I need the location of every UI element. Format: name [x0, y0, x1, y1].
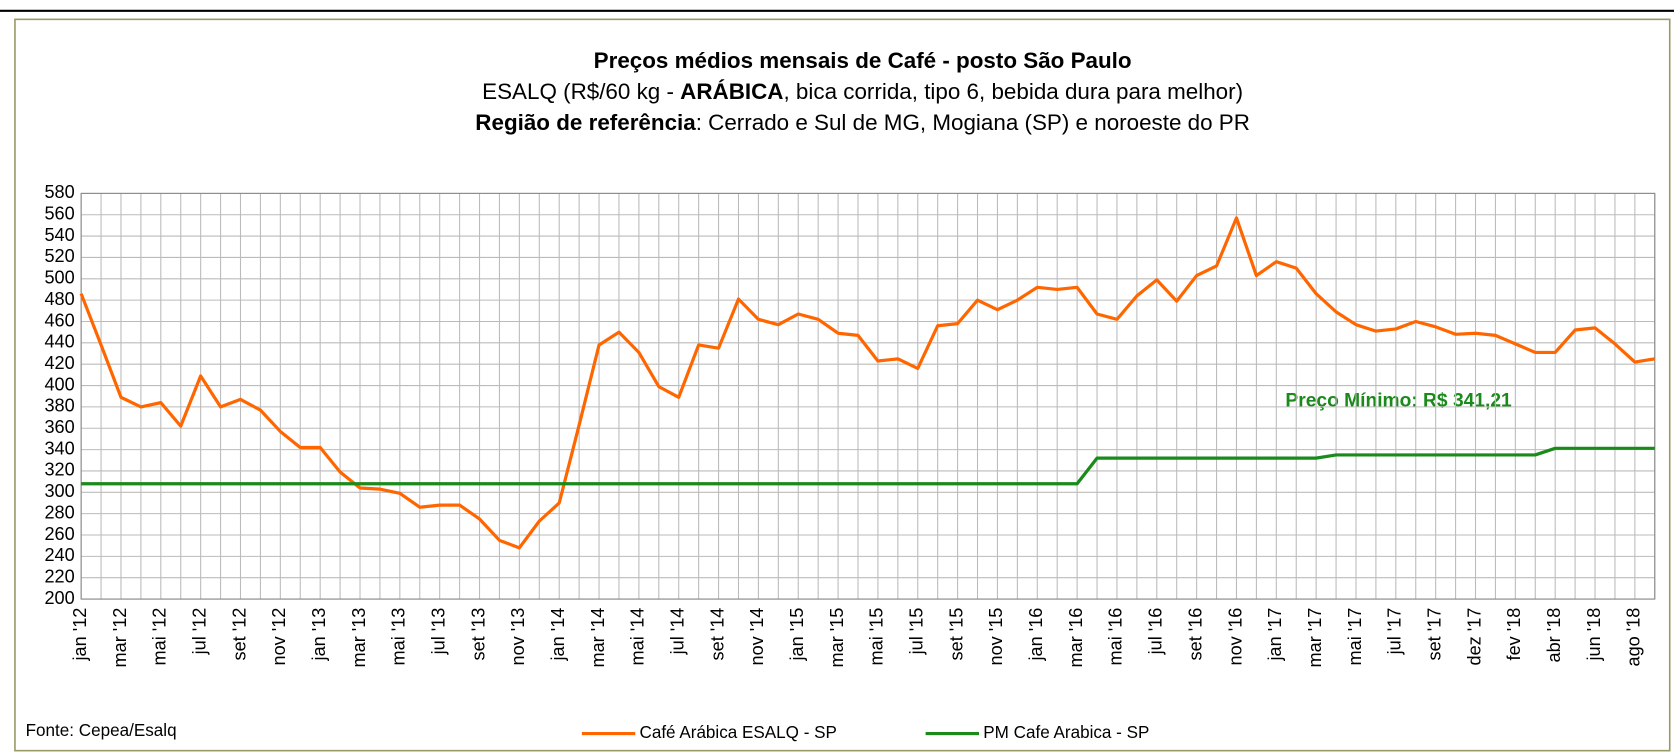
x-tick-label: jul '14	[668, 608, 688, 656]
plot-border	[80, 192, 1656, 600]
subtitle-part: Região de referência	[475, 110, 696, 135]
y-tick-label: 440	[44, 332, 74, 352]
annotation: Preço Mínimo: R$ 341,21	[1285, 391, 1512, 412]
x-tick-label: jan '16	[1026, 608, 1046, 662]
subtitle2: Região de referência: Cerrado e Sul de M…	[475, 110, 1250, 135]
x-tick-label: set '15	[946, 608, 966, 661]
y-tick-label: 460	[44, 310, 74, 330]
x-tick-label: set '13	[468, 608, 488, 661]
x-tick-label: jul '16	[1146, 608, 1166, 656]
x-tick-label: nov '16	[1225, 608, 1245, 666]
x-tick-label: set '12	[229, 608, 249, 661]
x-tick-label: mar '17	[1305, 608, 1325, 668]
y-tick-label: 500	[44, 268, 74, 288]
x-tick-label: mai '16	[1106, 608, 1126, 666]
x-tick-label: jan '13	[309, 608, 329, 662]
y-tick-label: 380	[44, 396, 74, 416]
x-tick-label: jan '12	[70, 608, 90, 662]
x-tick-label: mai '14	[628, 608, 648, 666]
y-tick-label: 340	[44, 438, 74, 458]
y-tick-label: 220	[44, 567, 74, 587]
y-tick-label: 540	[44, 225, 74, 245]
subtitle-part: : Cerrado e Sul de MG, Mogiana (SP) e no…	[696, 110, 1250, 135]
y-tick-label: 200	[44, 588, 74, 608]
x-tick-label: jan '15	[787, 608, 807, 662]
x-tick-label: jul '12	[189, 608, 209, 656]
y-tick-label: 300	[44, 481, 74, 501]
x-tick-label: jan '17	[1265, 608, 1285, 662]
x-tick-label: fev '18	[1504, 608, 1524, 661]
y-tick-label: 240	[44, 545, 74, 565]
y-tick-label: 260	[44, 524, 74, 544]
legend-label: PM Cafe Arabica - SP	[983, 723, 1149, 742]
x-tick-label: nov '13	[508, 608, 528, 666]
x-tick-label: mar '15	[827, 608, 847, 668]
legend-label: Café Arábica ESALQ - SP	[639, 723, 836, 742]
source: Fonte: Cepea/Esalq	[26, 721, 177, 740]
x-tick-label: nov '12	[269, 608, 289, 666]
x-tick-label: jun '18	[1584, 608, 1604, 662]
subtitle-part: ESALQ (R$/60 kg -	[482, 79, 680, 104]
y-tick-label: 420	[44, 353, 74, 373]
x-tick-label: mai '12	[150, 608, 170, 666]
x-tick-label: mai '17	[1345, 608, 1365, 666]
x-tick-label: jul '15	[907, 608, 927, 656]
y-tick-label: 560	[44, 204, 74, 224]
x-tick-label: nov '14	[747, 608, 767, 666]
x-tick-label: set '17	[1424, 608, 1444, 661]
y-tick-label: 280	[44, 502, 74, 522]
x-tick-label: mar '14	[588, 608, 608, 668]
series-line	[79, 216, 1656, 550]
y-tick-label: 360	[44, 417, 74, 437]
subtitle: ESALQ (R$/60 kg - ARÁBICA, bica corrida,…	[482, 79, 1243, 104]
x-tick-label: mai '15	[867, 608, 887, 666]
x-tick-label: set '14	[707, 608, 727, 661]
x-tick-label: ago '18	[1624, 608, 1644, 667]
x-tick-label: mar '12	[110, 608, 130, 668]
x-tick-label: mai '13	[389, 608, 409, 666]
x-tick-label: jan '14	[548, 608, 568, 662]
x-tick-label: abr '18	[1544, 608, 1564, 663]
y-tick-label: 580	[44, 182, 74, 202]
x-tick-label: dez '17	[1464, 608, 1484, 666]
y-tick-label: 320	[44, 460, 74, 480]
y-tick-label: 400	[44, 374, 74, 394]
x-tick-label: jul '13	[428, 608, 448, 656]
series-line	[81, 446, 1655, 486]
x-tick-label: mar '16	[1066, 608, 1086, 668]
x-tick-label: nov '15	[986, 608, 1006, 666]
chart-title: Preços médios mensais de Café - posto Sã…	[594, 48, 1132, 73]
subtitle-part: , bica corrida, tipo 6, bebida dura para…	[783, 79, 1243, 104]
x-tick-label: mar '13	[349, 608, 369, 668]
frame	[14, 18, 1671, 752]
y-tick-label: 480	[44, 289, 74, 309]
subtitle-part: ARÁBICA	[680, 79, 783, 104]
x-tick-label: set '16	[1185, 608, 1205, 661]
x-tick-label: jul '17	[1385, 608, 1405, 656]
y-tick-label: 520	[44, 246, 74, 266]
